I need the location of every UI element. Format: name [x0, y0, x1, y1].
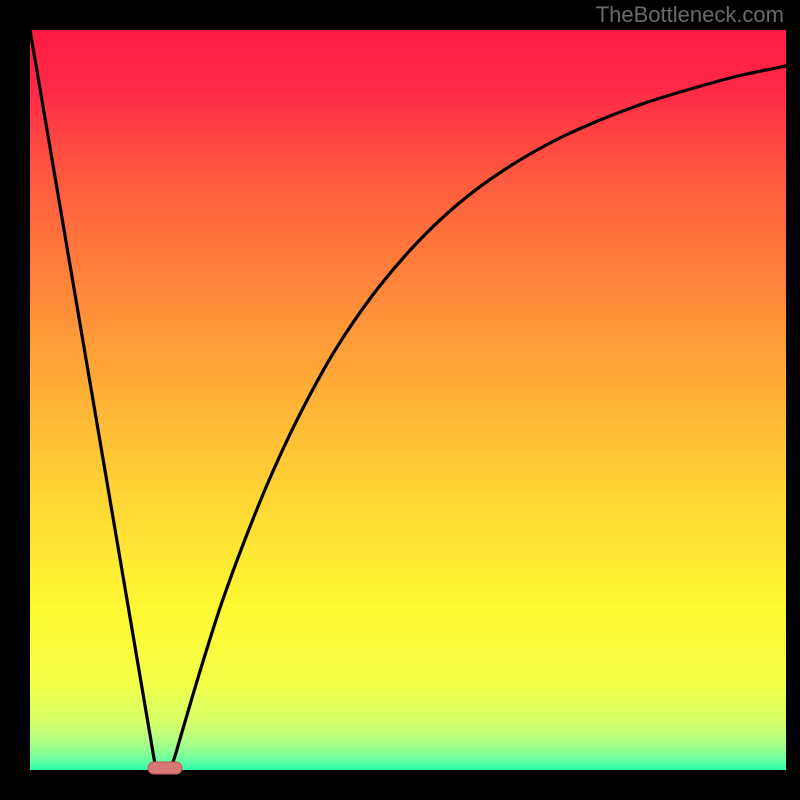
bottleneck-chart: TheBottleneck.com — [0, 0, 800, 800]
plot-background — [30, 30, 786, 770]
optimal-marker — [148, 762, 182, 774]
watermark-text: TheBottleneck.com — [596, 2, 784, 27]
chart-container: TheBottleneck.com — [0, 0, 800, 800]
